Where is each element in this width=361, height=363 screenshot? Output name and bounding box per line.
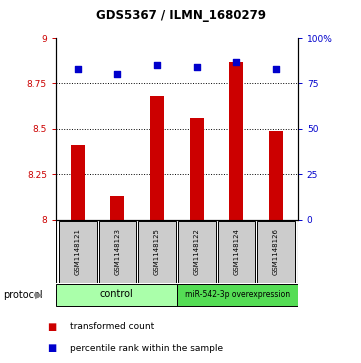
Point <box>273 66 279 72</box>
Bar <box>71 145 85 220</box>
Text: GSM1148124: GSM1148124 <box>233 228 239 275</box>
Bar <box>177 284 298 306</box>
Text: GSM1148121: GSM1148121 <box>75 228 81 275</box>
Bar <box>190 118 204 220</box>
Text: GDS5367 / ILMN_1680279: GDS5367 / ILMN_1680279 <box>96 9 265 22</box>
Point <box>114 72 120 77</box>
Point <box>234 59 239 65</box>
Text: GSM1148123: GSM1148123 <box>114 228 121 275</box>
Bar <box>269 131 283 220</box>
Text: transformed count: transformed count <box>70 322 155 331</box>
Bar <box>150 96 164 220</box>
Text: GSM1148126: GSM1148126 <box>273 228 279 275</box>
Text: GSM1148125: GSM1148125 <box>154 228 160 275</box>
Text: control: control <box>100 289 133 299</box>
Bar <box>110 196 124 220</box>
Point <box>75 66 81 72</box>
Text: percentile rank within the sample: percentile rank within the sample <box>70 344 223 353</box>
Bar <box>56 284 177 306</box>
Text: GSM1148122: GSM1148122 <box>194 228 200 275</box>
Bar <box>59 221 97 282</box>
Bar <box>230 62 243 220</box>
Text: ▶: ▶ <box>35 290 43 300</box>
Point <box>194 64 200 70</box>
Bar <box>178 221 216 282</box>
Bar <box>257 221 295 282</box>
Bar <box>138 221 176 282</box>
Bar <box>99 221 136 282</box>
Text: miR-542-3p overexpression: miR-542-3p overexpression <box>185 290 290 299</box>
Text: ■: ■ <box>47 322 56 332</box>
Point <box>154 62 160 68</box>
Text: protocol: protocol <box>4 290 43 300</box>
Text: ■: ■ <box>47 343 56 354</box>
Bar <box>218 221 255 282</box>
